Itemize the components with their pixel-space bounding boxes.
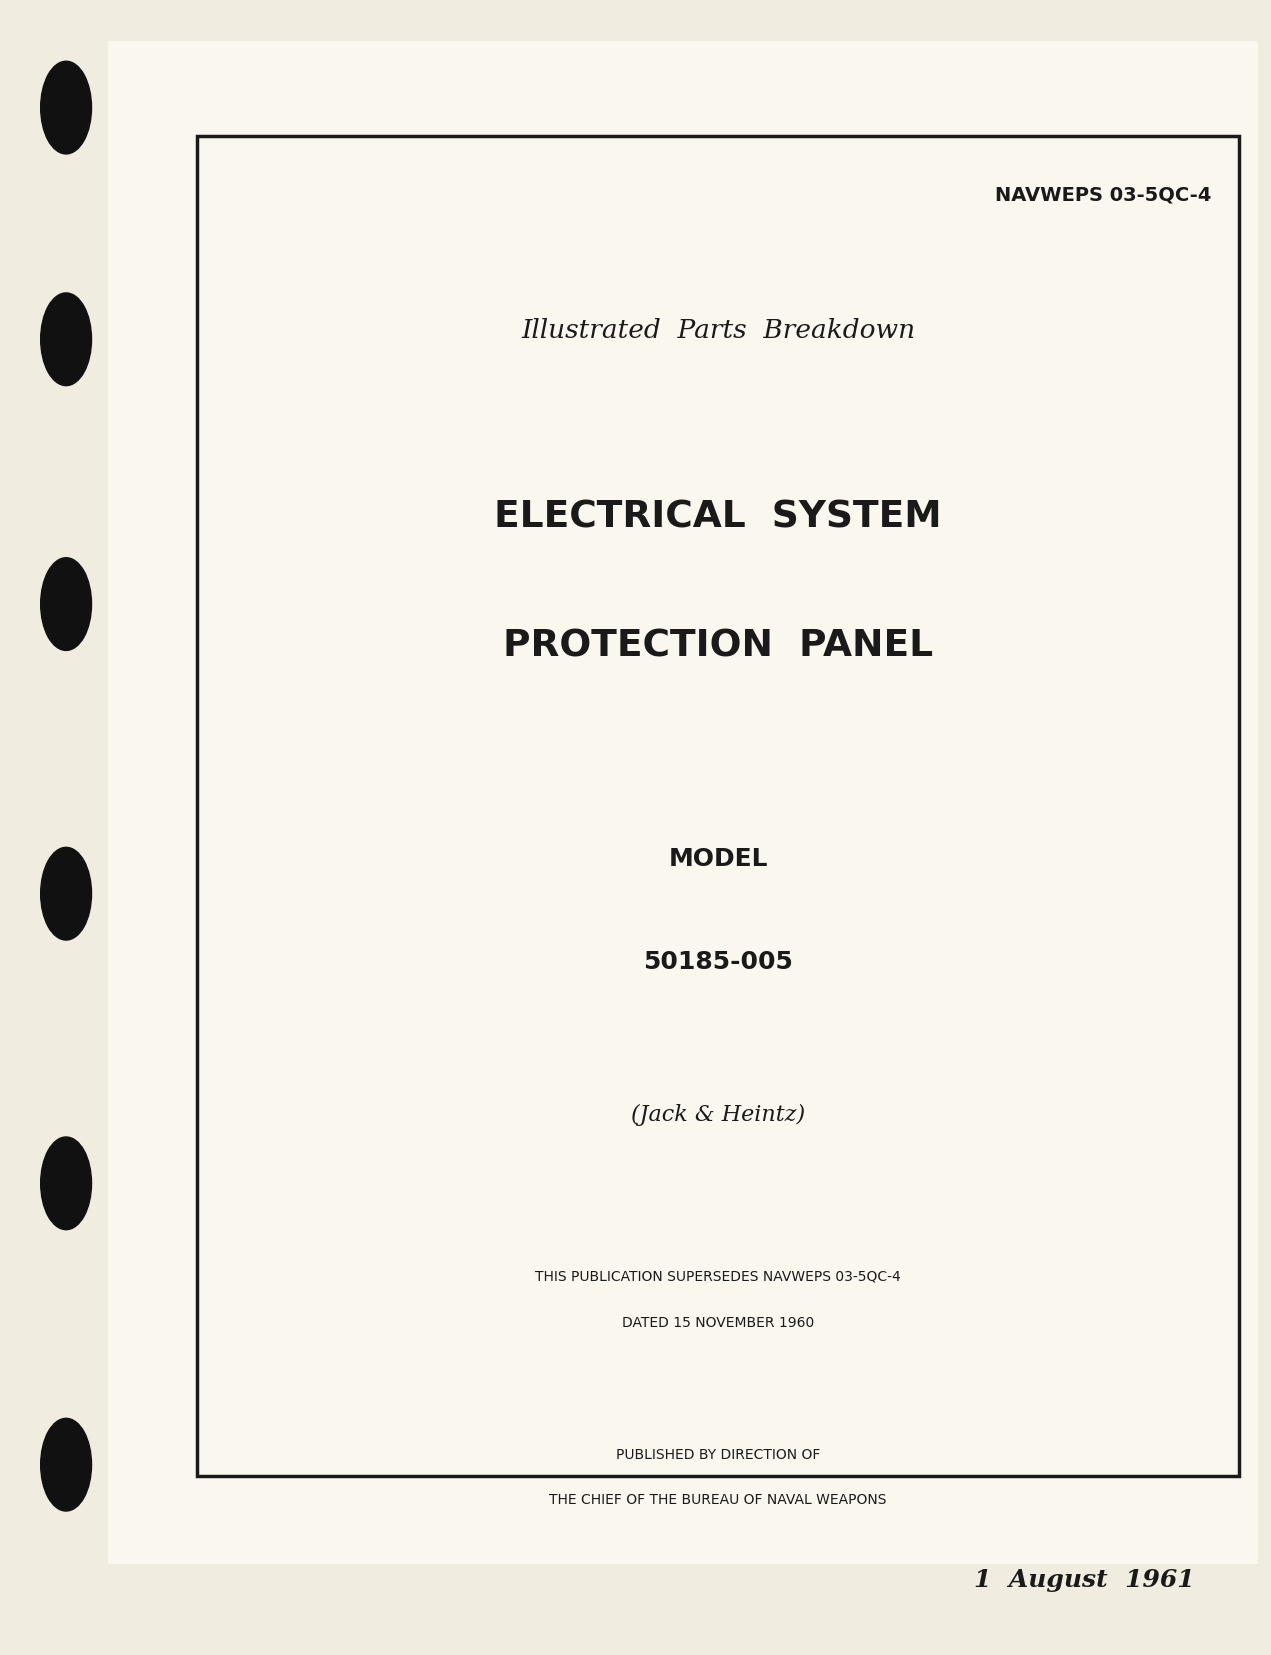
Text: Illustrated  Parts  Breakdown: Illustrated Parts Breakdown [521,318,915,343]
Text: (Jack & Heintz): (Jack & Heintz) [632,1104,805,1125]
Ellipse shape [41,1418,92,1511]
Ellipse shape [41,847,92,940]
Text: DATED 15 NOVEMBER 1960: DATED 15 NOVEMBER 1960 [622,1316,815,1329]
Text: PUBLISHED BY DIRECTION OF: PUBLISHED BY DIRECTION OF [616,1448,820,1461]
Text: PROTECTION  PANEL: PROTECTION PANEL [503,629,933,665]
Ellipse shape [41,61,92,154]
FancyBboxPatch shape [108,41,1258,1564]
Text: THIS PUBLICATION SUPERSEDES NAVWEPS 03-5QC-4: THIS PUBLICATION SUPERSEDES NAVWEPS 03-5… [535,1269,901,1283]
Text: 50185-005: 50185-005 [643,950,793,975]
Text: THE CHIEF OF THE BUREAU OF NAVAL WEAPONS: THE CHIEF OF THE BUREAU OF NAVAL WEAPONS [549,1493,887,1506]
Ellipse shape [41,558,92,650]
Text: 1  August  1961: 1 August 1961 [974,1567,1195,1592]
Ellipse shape [41,1137,92,1230]
Text: MODEL: MODEL [669,847,768,872]
Text: ELECTRICAL  SYSTEM: ELECTRICAL SYSTEM [494,500,942,536]
Ellipse shape [41,293,92,386]
Text: NAVWEPS 03-5QC-4: NAVWEPS 03-5QC-4 [995,185,1211,204]
